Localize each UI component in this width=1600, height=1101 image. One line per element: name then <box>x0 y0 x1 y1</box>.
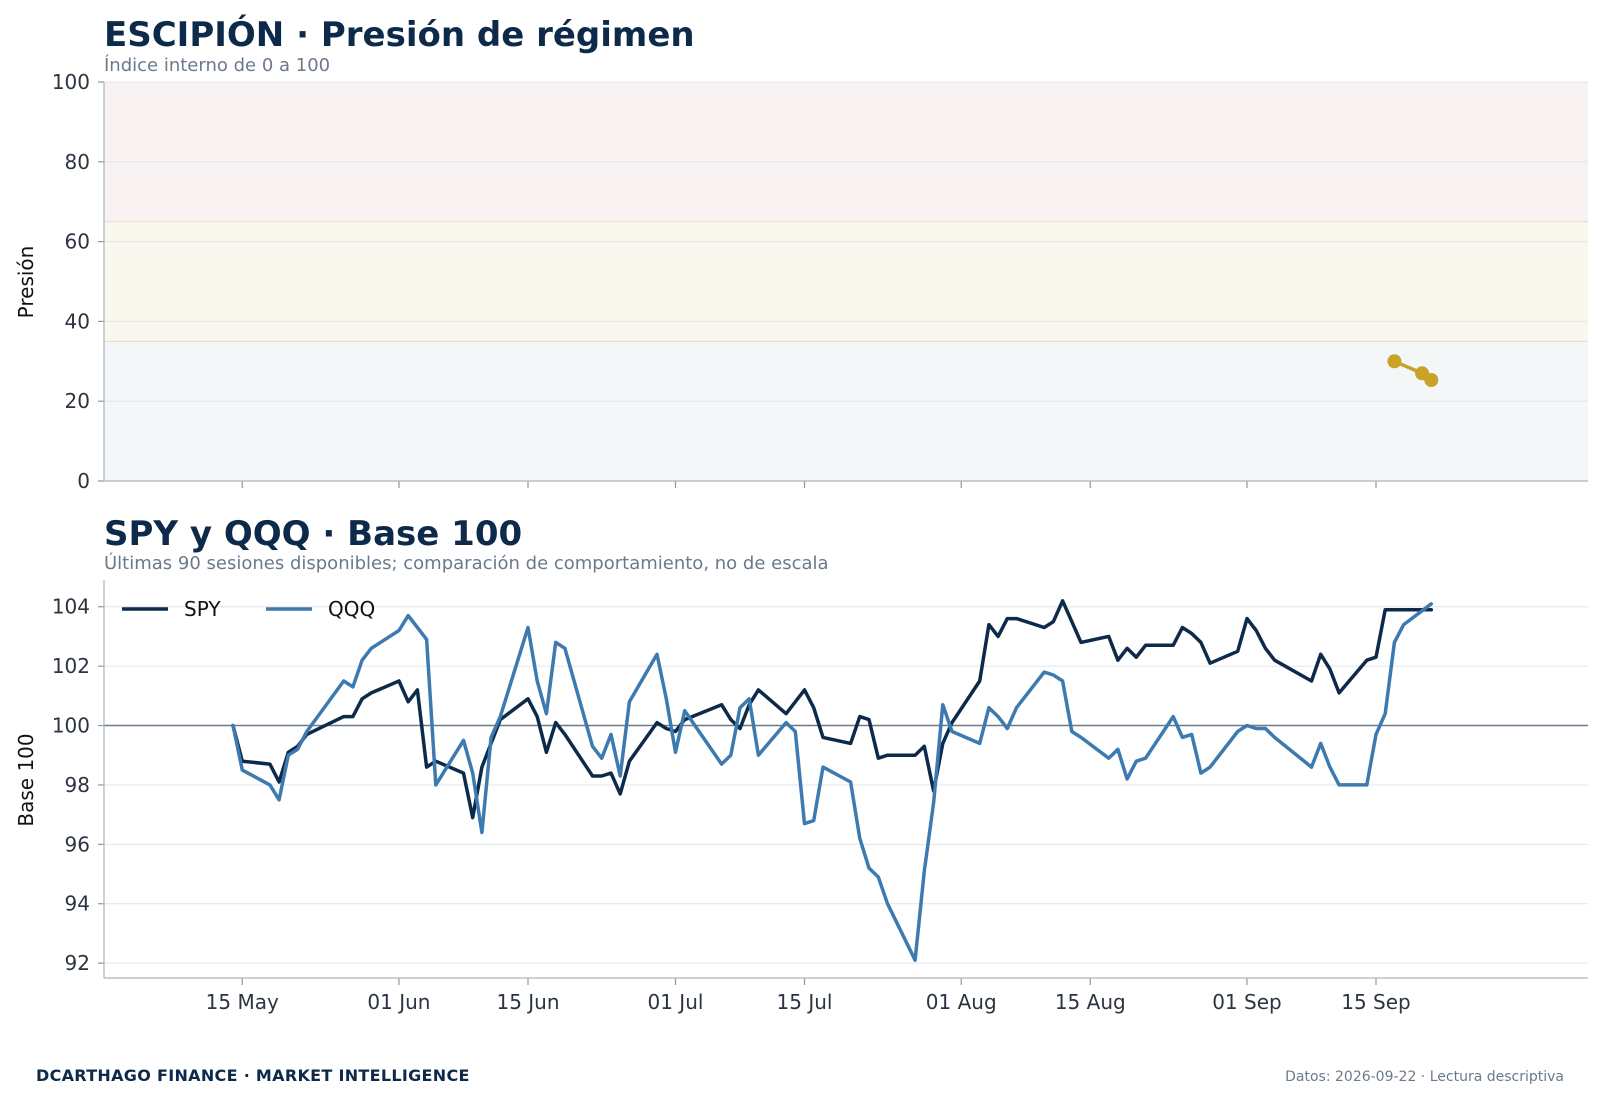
base100-y-tick-label: 92 <box>65 951 90 975</box>
base100-x-tick-label: 15 Jul <box>777 990 833 1014</box>
pressure-y-tick-label: 20 <box>65 389 90 413</box>
base100-y-tick-label: 102 <box>52 654 90 678</box>
base100-y-axis-label: Base 100 <box>14 733 38 826</box>
series-line-qqq <box>231 602 1434 962</box>
pressure-panel: ESCIPIÓN · Presión de régimen Índice int… <box>14 14 1588 493</box>
pressure-zone-band <box>104 221 1588 342</box>
base100-y-tick-label: 96 <box>65 832 90 856</box>
pressure-y-tick-label: 80 <box>65 150 90 174</box>
base100-x-tick-label: 01 Aug <box>926 990 997 1014</box>
base100-y-tick-label: 104 <box>52 595 90 619</box>
pressure-y-tick-label: 100 <box>52 70 90 94</box>
base100-x-tick-label: 01 Jul <box>648 990 704 1014</box>
base100-legend: SPY QQQ <box>122 597 375 621</box>
base100-y-tick-label: 100 <box>52 714 90 738</box>
base100-x-tick-label: 15 May <box>206 990 279 1014</box>
pressure-point <box>1424 373 1439 388</box>
base100-title: SPY y QQQ · Base 100 <box>104 514 522 554</box>
legend-label-qqq: QQQ <box>328 597 375 621</box>
pressure-subtitle: Índice interno de 0 a 100 <box>104 54 330 76</box>
base100-x-tick-label: 01 Sep <box>1212 990 1282 1014</box>
pressure-y-tick-label: 0 <box>77 469 90 493</box>
base100-x-ticks: 15 May 01 Jun 15 Jun 01 Jul 15 Jul 01 Aug 15 A… <box>206 978 1411 1014</box>
base100-subtitle: Últimas 90 sesiones disponibles; compara… <box>104 552 829 574</box>
pressure-y-ticks: 0 20 40 60 80 100 <box>52 70 104 493</box>
base100-x-tick-label: 15 Aug <box>1055 990 1126 1014</box>
pressure-zones <box>104 82 1588 481</box>
footer-brand: DCARTHAGO FINANCE · MARKET INTELLIGENCE <box>36 1066 470 1085</box>
legend-label-spy: SPY <box>184 597 221 621</box>
base100-x-tick-label: 15 Jun <box>496 990 559 1014</box>
pressure-y-tick-label: 40 <box>65 309 90 333</box>
pressure-zone-band <box>104 341 1588 481</box>
pressure-series <box>1387 354 1439 388</box>
pressure-title: ESCIPIÓN · Presión de régimen <box>104 14 695 55</box>
footer-date: Datos: 2026-09-22 · Lectura descriptiva <box>1285 1069 1564 1085</box>
base100-x-tick-label: 15 Sep <box>1341 990 1411 1014</box>
pressure-point <box>1387 354 1402 369</box>
pressure-y-axis-label: Presión <box>14 246 38 319</box>
base100-y-ticks: 92 94 96 98 100 102 104 <box>52 595 104 975</box>
base100-series <box>231 599 1434 962</box>
base100-panel: SPY y QQQ · Base 100 Últimas 90 sesiones… <box>14 514 1588 1014</box>
base100-x-tick-label: 01 Jun <box>367 990 430 1014</box>
pressure-y-tick-label: 60 <box>65 230 90 254</box>
base100-y-tick-label: 94 <box>65 892 90 916</box>
pressure-zone-band <box>104 82 1588 222</box>
pressure-x-ticks <box>241 481 1377 488</box>
base100-y-tick-label: 98 <box>65 773 90 797</box>
